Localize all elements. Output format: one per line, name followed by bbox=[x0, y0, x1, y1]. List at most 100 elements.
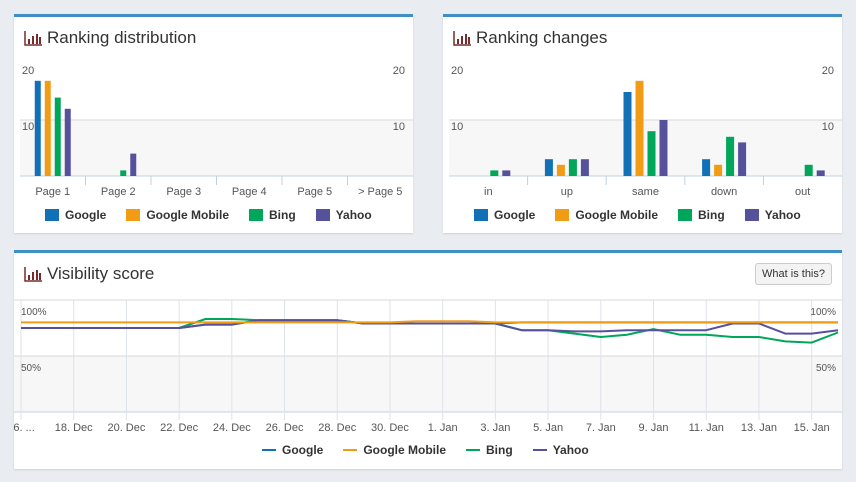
y-tick-label-right: 100% bbox=[810, 307, 836, 318]
bar-yahoo bbox=[580, 159, 589, 176]
bar-bing bbox=[120, 170, 127, 176]
y-tick-label: 20 bbox=[451, 65, 463, 77]
legend-item[interactable]: Bing bbox=[249, 208, 296, 222]
legend-label: Yahoo bbox=[764, 208, 801, 222]
chart-legend: Google Google Mobile Bing Yahoo bbox=[45, 208, 372, 222]
legend-swatch bbox=[555, 209, 570, 221]
x-tick-label: Page 5 bbox=[297, 186, 332, 198]
ranking-changes-panel: Ranking changes 10 10 20 20 in up same down out … bbox=[443, 14, 842, 233]
x-tick-label: 15. Jan bbox=[794, 422, 830, 434]
bar-google-mobile bbox=[556, 164, 565, 176]
legend-item[interactable]: Yahoo bbox=[315, 208, 372, 222]
y-tick-label: 20 bbox=[22, 65, 34, 77]
legend-swatch bbox=[126, 209, 141, 221]
x-tick-label: 30. Dec bbox=[371, 422, 409, 434]
ranking-distribution-chart: 10 10 20 20 Page 1 Page 2 Page 3 Page 4 Page 5 > … bbox=[20, 65, 413, 198]
bar-yahoo bbox=[816, 170, 825, 176]
bar-bing bbox=[726, 136, 735, 176]
y-tick-label: 10 bbox=[22, 121, 34, 133]
x-tick-label: out bbox=[795, 186, 810, 198]
legend-swatch bbox=[262, 449, 276, 451]
legend-item[interactable]: Google Mobile bbox=[343, 443, 446, 457]
x-tick-label: 22. Dec bbox=[160, 422, 198, 434]
panel-title: Visibility score bbox=[47, 264, 155, 283]
x-tick-label: Page 3 bbox=[166, 186, 201, 198]
legend-label: Bing bbox=[269, 208, 296, 222]
chart-legend: Google Google Mobile Bing Yahoo bbox=[474, 208, 801, 222]
visibility-score-chart: 16. ... 18. Dec 20. Dec 22. Dec 24. Dec 26. D… bbox=[14, 299, 842, 434]
legend-label: Bing bbox=[698, 208, 725, 222]
legend-swatch bbox=[249, 209, 264, 221]
panel-title: Ranking changes bbox=[476, 28, 608, 47]
legend-label: Yahoo bbox=[335, 208, 372, 222]
legend-item[interactable]: Yahoo bbox=[744, 208, 801, 222]
bar-yahoo bbox=[130, 153, 137, 176]
y-tick-label-right: 20 bbox=[822, 65, 834, 77]
x-tick-label: up bbox=[561, 186, 573, 198]
x-tick-label: 18. Dec bbox=[55, 422, 93, 434]
legend-item[interactable]: Google bbox=[45, 208, 106, 222]
legend-label: Google bbox=[65, 208, 107, 222]
what-is-this-button[interactable]: What is this? bbox=[755, 263, 832, 285]
x-tick-label: > Page 5 bbox=[358, 186, 402, 198]
plot-band bbox=[449, 120, 842, 176]
legend-swatch bbox=[466, 449, 481, 451]
bar-bing bbox=[647, 131, 656, 176]
legend-item[interactable]: Google Mobile bbox=[126, 208, 229, 222]
legend-swatch bbox=[45, 209, 59, 221]
x-tick-label: Page 1 bbox=[35, 186, 70, 198]
legend-label: Yahoo bbox=[552, 443, 589, 457]
legend-label: Google bbox=[494, 208, 536, 222]
legend-label: Google Mobile bbox=[363, 443, 447, 457]
ranking-distribution-panel: Ranking distribution 10 10 20 20 Page 1 Page … bbox=[14, 14, 413, 233]
plot-band bbox=[20, 120, 413, 176]
legend-item[interactable]: Google Mobile bbox=[555, 208, 658, 222]
panel-title: Ranking distribution bbox=[47, 28, 197, 47]
legend-label: Google Mobile bbox=[575, 208, 659, 222]
bar-bing bbox=[54, 97, 61, 176]
legend-label: Google bbox=[282, 443, 324, 457]
x-tick-label: 20. Dec bbox=[107, 422, 145, 434]
bar-google bbox=[34, 80, 41, 176]
y-tick-label: 10 bbox=[451, 121, 463, 133]
bar-google bbox=[623, 92, 632, 176]
x-tick-label: 3. Jan bbox=[480, 422, 510, 434]
bar-google-mobile bbox=[44, 80, 51, 176]
bar-yahoo bbox=[738, 142, 747, 176]
legend-label: Google Mobile bbox=[146, 208, 230, 222]
legend-swatch bbox=[678, 209, 693, 221]
legend-item[interactable]: Google bbox=[474, 208, 535, 222]
legend-swatch bbox=[744, 209, 759, 221]
x-tick-label: 16. ... bbox=[14, 422, 35, 434]
bar-google-mobile bbox=[714, 164, 723, 176]
bar-chart-icon bbox=[453, 30, 471, 46]
bar-yahoo bbox=[64, 108, 71, 176]
legend-swatch bbox=[532, 449, 547, 451]
x-tick-label: 7. Jan bbox=[586, 422, 616, 434]
legend-item[interactable]: Yahoo bbox=[532, 443, 589, 457]
visibility-score-panel: Visibility score What is this? 16. ... 18… bbox=[14, 250, 842, 469]
y-tick-label: 50% bbox=[21, 363, 41, 374]
legend-item[interactable]: Bing bbox=[678, 208, 725, 222]
y-tick-label: 100% bbox=[21, 307, 47, 318]
y-tick-label-right: 10 bbox=[822, 121, 834, 133]
bar-bing bbox=[490, 170, 499, 176]
legend-item[interactable]: Google bbox=[262, 443, 323, 457]
bar-google bbox=[544, 159, 553, 176]
x-tick-label: 24. Dec bbox=[213, 422, 251, 434]
legend-item[interactable]: Bing bbox=[466, 443, 513, 457]
line-google-mobile bbox=[21, 320, 838, 324]
bar-google-mobile bbox=[635, 80, 644, 176]
x-tick-label: in bbox=[484, 186, 493, 198]
x-tick-label: Page 2 bbox=[101, 186, 136, 198]
bar-bing bbox=[568, 159, 577, 176]
x-tick-label: 28. Dec bbox=[318, 422, 356, 434]
x-tick-label: 9. Jan bbox=[639, 422, 669, 434]
legend-swatch bbox=[343, 449, 358, 451]
y-tick-label-right: 10 bbox=[393, 121, 405, 133]
bar-chart-icon bbox=[24, 30, 42, 46]
legend-swatch bbox=[315, 209, 330, 221]
y-tick-label-right: 50% bbox=[816, 363, 836, 374]
x-tick-label: 26. Dec bbox=[266, 422, 304, 434]
bar-yahoo bbox=[659, 120, 668, 176]
